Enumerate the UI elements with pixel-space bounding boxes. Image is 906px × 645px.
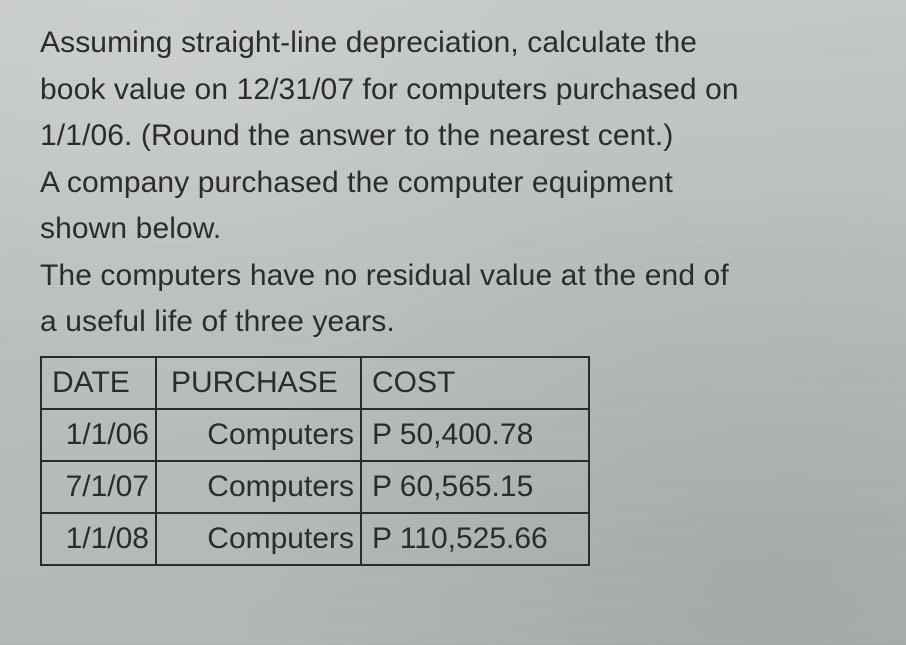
problem-line: A company purchased the computer equipme… bbox=[40, 160, 876, 207]
problem-line: shown below. bbox=[40, 206, 876, 253]
problem-text: Assuming straight-line depreciation, cal… bbox=[40, 20, 876, 346]
purchase-table: DATE PURCHASE COST 1/1/06 Computers P 50… bbox=[40, 356, 590, 566]
table-header-row: DATE PURCHASE COST bbox=[41, 357, 589, 409]
problem-line: The computers have no residual value at … bbox=[40, 253, 876, 300]
header-cost: COST bbox=[361, 357, 589, 409]
header-purchase: PURCHASE bbox=[156, 357, 361, 409]
cell-purchase: Computers bbox=[156, 461, 361, 513]
problem-line: a useful life of three years. bbox=[40, 299, 876, 346]
cell-date: 1/1/06 bbox=[41, 409, 156, 461]
cell-cost: P 60,565.15 bbox=[361, 461, 589, 513]
cell-cost: P 50,400.78 bbox=[361, 409, 589, 461]
cell-purchase: Computers bbox=[156, 409, 361, 461]
cell-date: 1/1/08 bbox=[41, 513, 156, 565]
problem-line: Assuming straight-line depreciation, cal… bbox=[40, 20, 876, 67]
problem-line: book value on 12/31/07 for computers pur… bbox=[40, 67, 876, 114]
cell-cost: P 110,525.66 bbox=[361, 513, 589, 565]
header-date: DATE bbox=[41, 357, 156, 409]
table-row: 7/1/07 Computers P 60,565.15 bbox=[41, 461, 589, 513]
problem-line: 1/1/06. (Round the answer to the nearest… bbox=[40, 113, 876, 160]
cell-date: 7/1/07 bbox=[41, 461, 156, 513]
cell-purchase: Computers bbox=[156, 513, 361, 565]
table-row: 1/1/08 Computers P 110,525.66 bbox=[41, 513, 589, 565]
table-row: 1/1/06 Computers P 50,400.78 bbox=[41, 409, 589, 461]
